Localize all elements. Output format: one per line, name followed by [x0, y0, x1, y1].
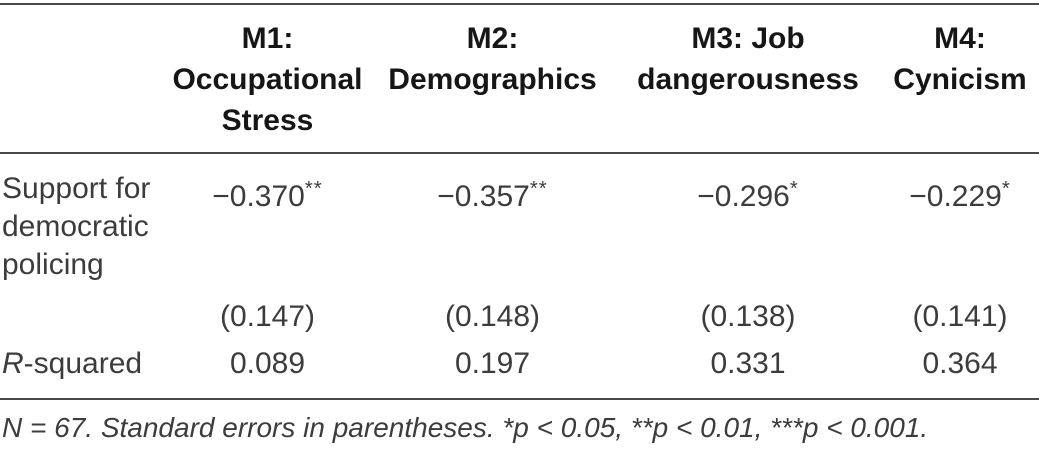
column-header-m3: M3: Job dangerousness — [615, 4, 881, 154]
rsquared-cell-m1: 0.089 — [229, 347, 306, 380]
coefficient-cell-m2: −0.357** — [370, 153, 615, 296]
column-header-m4: M4: Cynicism — [881, 4, 1039, 154]
stderr-cell-m1: (0.147) — [219, 300, 316, 333]
significance-stars: * — [789, 178, 799, 200]
coefficient-row: Support for democratic policing −0.370**… — [0, 153, 1039, 296]
coefficient-cell-m4: −0.229* — [881, 153, 1039, 296]
column-header-m2: M2: Demographics — [370, 4, 615, 154]
stderr-cell-m4: (0.141) — [912, 300, 1008, 333]
rsquared-cell-m3: 0.331 — [710, 347, 786, 380]
coefficient-value: −0.370 — [212, 180, 305, 214]
coefficient-value: −0.296 — [697, 180, 790, 214]
rsquared-cell-m4: 0.364 — [922, 347, 998, 380]
table-footnote: N = 67. Standard errors in parentheses. … — [2, 412, 929, 443]
header-empty-cell — [0, 4, 165, 154]
rsquared-cell-m2: 0.197 — [454, 347, 531, 380]
significance-stars: ** — [529, 178, 548, 200]
r-squared-rest: -squared — [23, 347, 143, 380]
column-header-m1: M1: Occupational Stress — [165, 4, 370, 154]
coefficient-cell-m3: −0.296* — [615, 153, 881, 296]
stderr-empty-label — [0, 296, 165, 336]
significance-stars: * — [1001, 178, 1011, 200]
row-label-r-squared: R-squared — [0, 336, 165, 399]
coefficient-value: −0.229 — [909, 180, 1002, 214]
stderr-row: (0.147) (0.148) (0.138) (0.141) — [0, 296, 1039, 336]
rsquared-row: R-squared 0.089 0.197 0.331 0.364 — [0, 336, 1039, 399]
significance-stars: ** — [304, 178, 323, 200]
r-squared-italic-r: R — [2, 347, 24, 380]
stderr-cell-m3: (0.138) — [700, 300, 796, 333]
stderr-cell-m2: (0.148) — [444, 300, 541, 333]
row-label-support-for-democratic-policing: Support for democratic policing — [2, 172, 151, 281]
coefficient-cell-m1: −0.370** — [165, 153, 370, 296]
header-row: M1: Occupational Stress M2: Demographics… — [0, 4, 1039, 154]
regression-table: M1: Occupational Stress M2: Demographics… — [0, 3, 1039, 400]
coefficient-value: −0.357 — [437, 180, 530, 214]
